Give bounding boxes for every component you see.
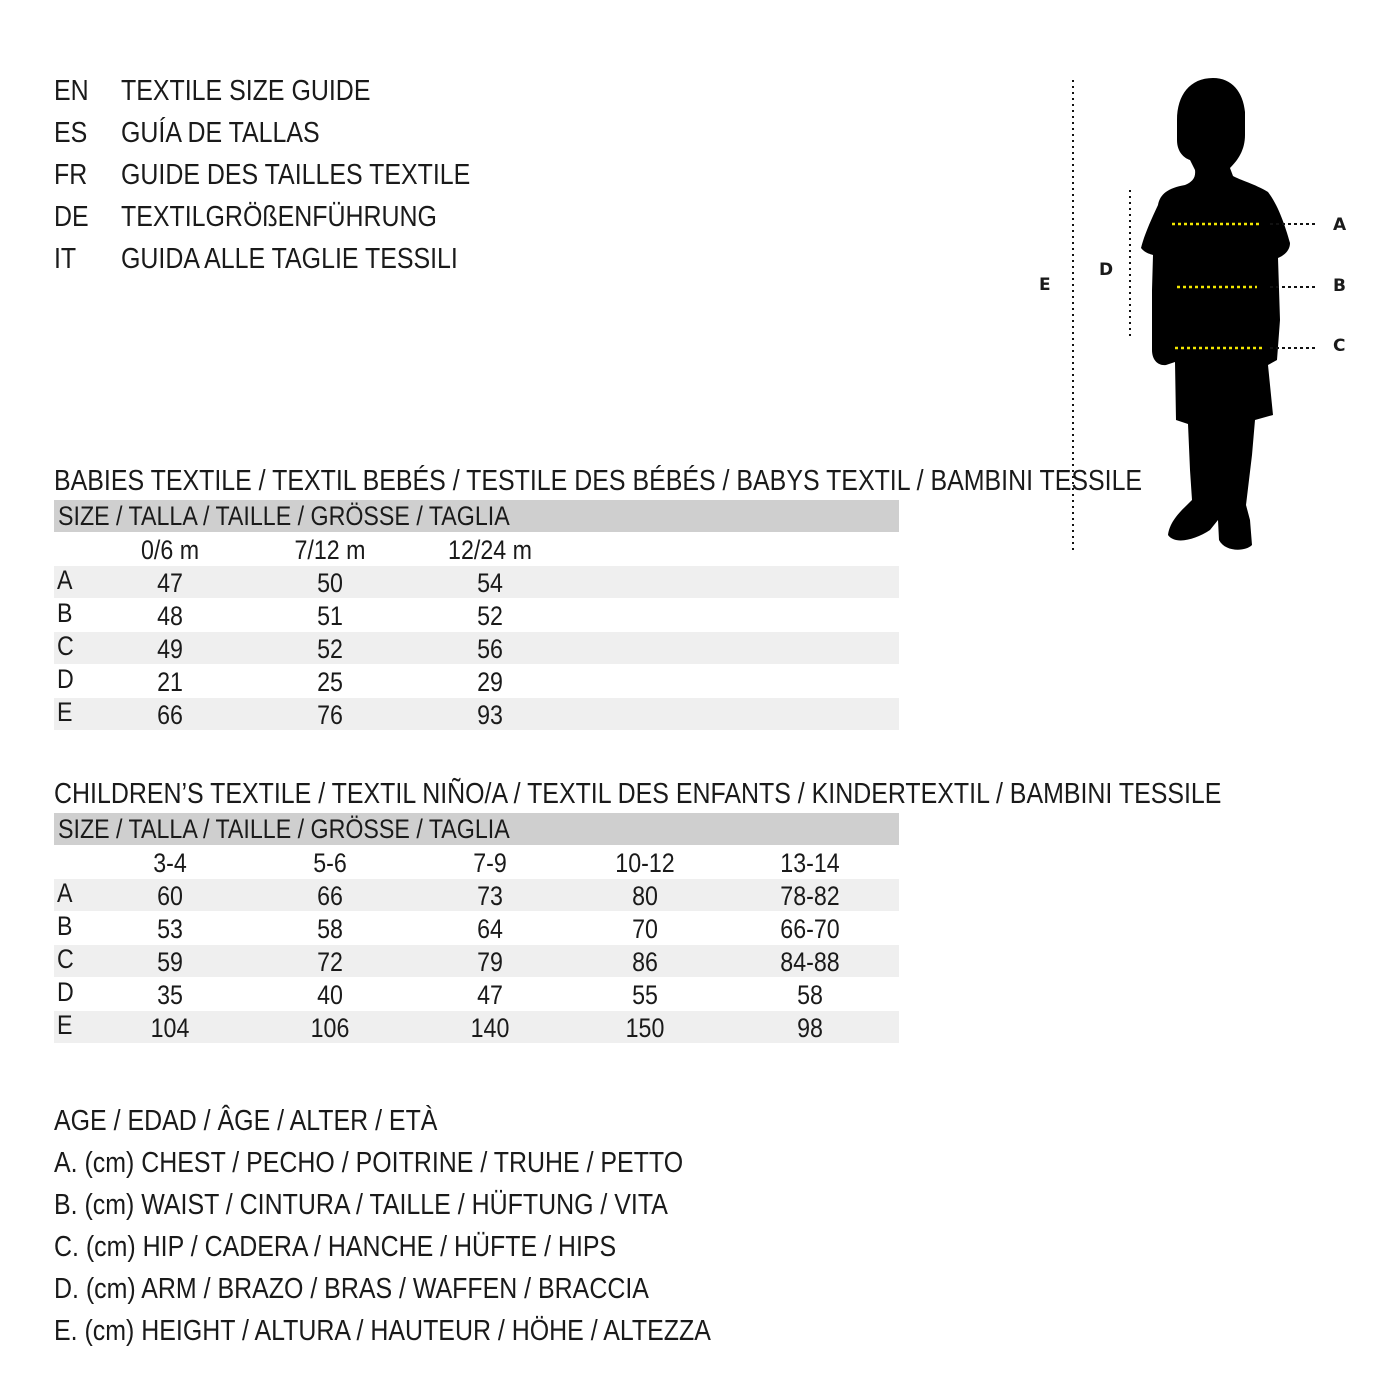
row-label: E bbox=[57, 1010, 73, 1040]
legend-line: C. (cm) HIP / CADERA / HANCHE / HÜFTE / … bbox=[54, 1231, 617, 1263]
size-header: SIZE / TALLA / TAILLE / GRÖSSE / TAGLIA bbox=[58, 814, 510, 844]
row-label: B bbox=[57, 911, 73, 941]
column-header: 13-14 bbox=[780, 848, 840, 878]
table-cell: 79 bbox=[477, 947, 503, 977]
table-heading: BABIES TEXTILE / TEXTIL BEBÉS / TESTILE … bbox=[54, 465, 1143, 497]
table-cell: 86 bbox=[632, 947, 658, 977]
label-a: A bbox=[1333, 215, 1347, 235]
table-cell: 66 bbox=[157, 700, 183, 730]
table-cell: 56 bbox=[477, 634, 503, 664]
table-cell: 64 bbox=[477, 914, 503, 944]
size-header-band bbox=[54, 813, 899, 845]
table-cell: 29 bbox=[477, 667, 503, 697]
size-header-band bbox=[54, 500, 899, 532]
table-cell: 21 bbox=[157, 667, 183, 697]
table-cell: 54 bbox=[477, 568, 503, 598]
table-cell: 66 bbox=[317, 881, 343, 911]
table-cell: 53 bbox=[157, 914, 183, 944]
table-cell: 52 bbox=[317, 634, 343, 664]
table-cell: 76 bbox=[317, 700, 343, 730]
table-cell: 50 bbox=[317, 568, 343, 598]
table-cell: 84-88 bbox=[780, 947, 840, 977]
table-row-stripe bbox=[54, 566, 899, 598]
row-label: A bbox=[57, 878, 73, 908]
table-row-stripe bbox=[54, 879, 899, 911]
table-cell: 58 bbox=[797, 980, 823, 1010]
table-heading: CHILDREN’S TEXTILE / TEXTIL NIÑO/A / TEX… bbox=[54, 778, 1222, 810]
guide-title: GUIDE DES TAILLES TEXTILE bbox=[121, 159, 471, 191]
table-cell: 98 bbox=[797, 1013, 823, 1043]
table-cell: 55 bbox=[632, 980, 658, 1010]
guide-title: GUÍA DE TALLAS bbox=[121, 117, 320, 149]
table-row-stripe bbox=[54, 632, 899, 664]
table-cell: 59 bbox=[157, 947, 183, 977]
label-b: B bbox=[1333, 276, 1346, 296]
table-cell: 80 bbox=[632, 881, 658, 911]
column-header: 12/24 m bbox=[448, 535, 532, 565]
table-cell: 73 bbox=[477, 881, 503, 911]
row-label: B bbox=[57, 598, 73, 628]
table-cell: 58 bbox=[317, 914, 343, 944]
row-label: A bbox=[57, 565, 73, 595]
table-cell: 106 bbox=[310, 1013, 350, 1043]
language-code: DE bbox=[54, 201, 89, 233]
table-cell: 140 bbox=[470, 1013, 510, 1043]
size-header: SIZE / TALLA / TAILLE / GRÖSSE / TAGLIA bbox=[58, 501, 510, 531]
row-label: D bbox=[57, 664, 74, 694]
table-cell: 47 bbox=[477, 980, 503, 1010]
table-cell: 66-70 bbox=[780, 914, 840, 944]
column-header: 7/12 m bbox=[294, 535, 366, 565]
table-cell: 104 bbox=[150, 1013, 190, 1043]
column-header: 10-12 bbox=[615, 848, 675, 878]
language-code: FR bbox=[54, 159, 88, 191]
legend-line: A. (cm) CHEST / PECHO / POITRINE / TRUHE… bbox=[54, 1147, 684, 1179]
language-code: IT bbox=[54, 243, 77, 275]
table-cell: 150 bbox=[625, 1013, 665, 1043]
table-cell: 93 bbox=[477, 700, 503, 730]
legend-line: D. (cm) ARM / BRAZO / BRAS / WAFFEN / BR… bbox=[54, 1273, 649, 1305]
row-label: C bbox=[57, 631, 74, 661]
child-silhouette-figure bbox=[1072, 78, 1318, 552]
legend-line: B. (cm) WAIST / CINTURA / TAILLE / HÜFTU… bbox=[54, 1189, 668, 1221]
guide-title: TEXTILE SIZE GUIDE bbox=[121, 75, 371, 107]
row-label: E bbox=[57, 697, 73, 727]
table-cell: 49 bbox=[157, 634, 183, 664]
table-cell: 52 bbox=[477, 601, 503, 631]
legend-line: AGE / EDAD / ÂGE / ALTER / ETÀ bbox=[54, 1105, 438, 1137]
table-cell: 40 bbox=[317, 980, 343, 1010]
column-header: 0/6 m bbox=[140, 535, 200, 565]
table-cell: 70 bbox=[632, 914, 658, 944]
table-row-stripe bbox=[54, 945, 899, 977]
table-cell: 35 bbox=[157, 980, 183, 1010]
guide-title: TEXTILGRÖßENFÜHRUNG bbox=[121, 201, 437, 233]
table-cell: 47 bbox=[157, 568, 183, 598]
table-row-stripe bbox=[54, 698, 899, 730]
column-header: 5-6 bbox=[313, 848, 347, 878]
column-header: 7-9 bbox=[473, 848, 507, 878]
guide-title: GUIDA ALLE TAGLIE TESSILI bbox=[121, 243, 458, 275]
legend-line: E. (cm) HEIGHT / ALTURA / HAUTEUR / HÖHE… bbox=[54, 1315, 711, 1347]
label-c: C bbox=[1333, 336, 1346, 356]
table-row-stripe bbox=[54, 1011, 899, 1043]
table-cell: 72 bbox=[317, 947, 343, 977]
table-cell: 48 bbox=[157, 601, 183, 631]
language-code: ES bbox=[54, 117, 88, 149]
column-header: 3-4 bbox=[153, 848, 187, 878]
row-label: C bbox=[57, 944, 74, 974]
table-cell: 25 bbox=[317, 667, 343, 697]
language-code: EN bbox=[54, 75, 89, 107]
table-cell: 60 bbox=[157, 881, 183, 911]
table-cell: 78-82 bbox=[780, 881, 840, 911]
child-silhouette bbox=[1141, 78, 1290, 550]
row-label: D bbox=[57, 977, 74, 1007]
label-d: D bbox=[1099, 260, 1114, 280]
label-e: E bbox=[1039, 275, 1051, 295]
table-cell: 51 bbox=[317, 601, 343, 631]
